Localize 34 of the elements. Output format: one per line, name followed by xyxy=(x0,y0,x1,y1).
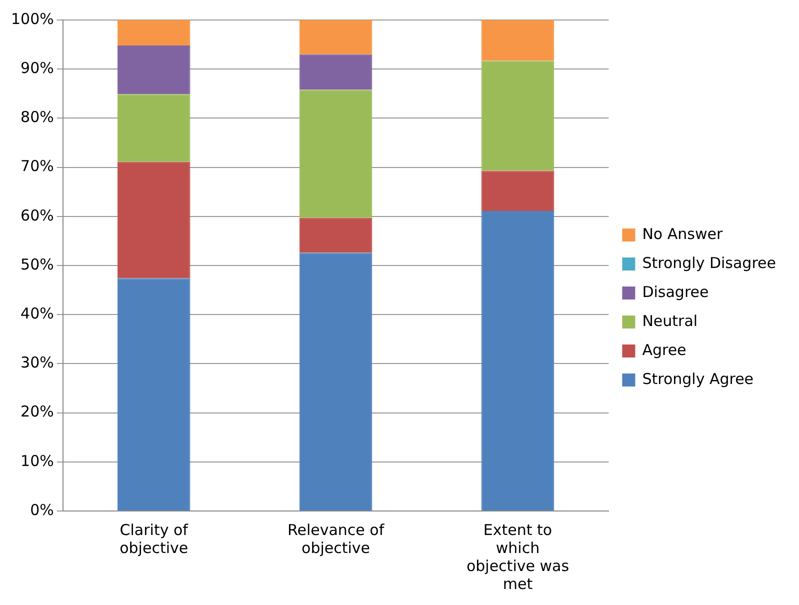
y-tick-label: 30% xyxy=(20,354,54,372)
y-tick-label: 100% xyxy=(10,10,54,28)
legend-label: Disagree xyxy=(642,282,709,301)
y-tick-label: 60% xyxy=(20,206,54,224)
legend-label: Agree xyxy=(642,340,686,359)
bar xyxy=(481,60,554,171)
bar xyxy=(299,54,372,90)
bar xyxy=(481,170,554,211)
x-tick-label: Extent to which objective was met xyxy=(466,520,570,593)
legend-label: Strongly Agree xyxy=(642,370,754,388)
legend-label: Neutral xyxy=(642,312,698,330)
bar xyxy=(299,90,372,218)
y-tick-label: 40% xyxy=(20,304,54,322)
bar xyxy=(117,94,190,162)
bar xyxy=(117,46,190,94)
legend-label: Strongly Disagree xyxy=(642,254,776,272)
y-tick-label: 50% xyxy=(20,255,54,274)
y-tick-label: 90% xyxy=(20,58,54,77)
bar xyxy=(117,20,190,46)
y-tick-label: 0% xyxy=(30,500,54,519)
bar xyxy=(481,20,554,61)
y-tick-label: 20% xyxy=(20,402,54,421)
bar xyxy=(299,218,372,253)
bar xyxy=(117,162,190,278)
legend-label: No Answer xyxy=(642,224,724,243)
x-tick-label: Relevance of objective xyxy=(287,520,385,557)
y-tick-label: 80% xyxy=(20,108,54,126)
y-tick-label: 10% xyxy=(20,452,54,470)
bar xyxy=(299,20,372,54)
bar xyxy=(117,278,190,510)
bar xyxy=(299,252,372,510)
y-tick-label: 70% xyxy=(20,157,54,176)
bar xyxy=(481,211,554,510)
x-tick-label: Clarity of objective xyxy=(120,520,189,557)
